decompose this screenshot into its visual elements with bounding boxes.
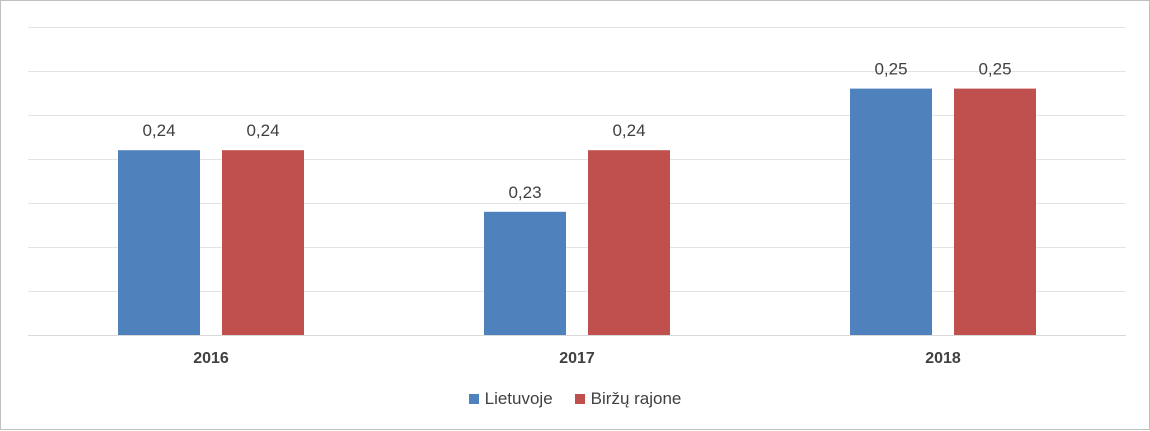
legend-label-birzu-rajone: Biržų rajone [590,389,682,408]
bar-biržų-rajone-2017 [588,150,670,335]
x-tick-label: 2016 [193,350,229,367]
legend-swatch-lietuvoje [468,394,479,404]
data-label: 0,23 [508,183,541,202]
legend-item-lietuvoje: Lietuvoje [468,389,553,409]
data-label: 0,25 [978,60,1011,79]
legend-swatch-birzu-rajone [574,394,585,404]
legend-label-lietuvoje: Lietuvoje [484,389,553,408]
data-label: 0,24 [246,121,279,140]
legend: Lietuvoje Biržų rajone [0,389,1150,409]
bar-biržų-rajone-2016 [222,150,304,335]
bar-biržų-rajone-2018 [954,88,1036,335]
data-label: 0,24 [142,121,175,140]
data-label: 0,24 [612,121,645,140]
bar-lietuvoje-2018 [850,88,932,335]
data-label: 0,25 [874,60,907,79]
bar-lietuvoje-2016 [118,150,200,335]
legend-item-birzu-rajone: Biržų rajone [574,389,682,409]
bar-lietuvoje-2017 [484,211,566,335]
x-tick-label: 2018 [925,350,961,367]
x-tick-label: 2017 [559,350,595,367]
